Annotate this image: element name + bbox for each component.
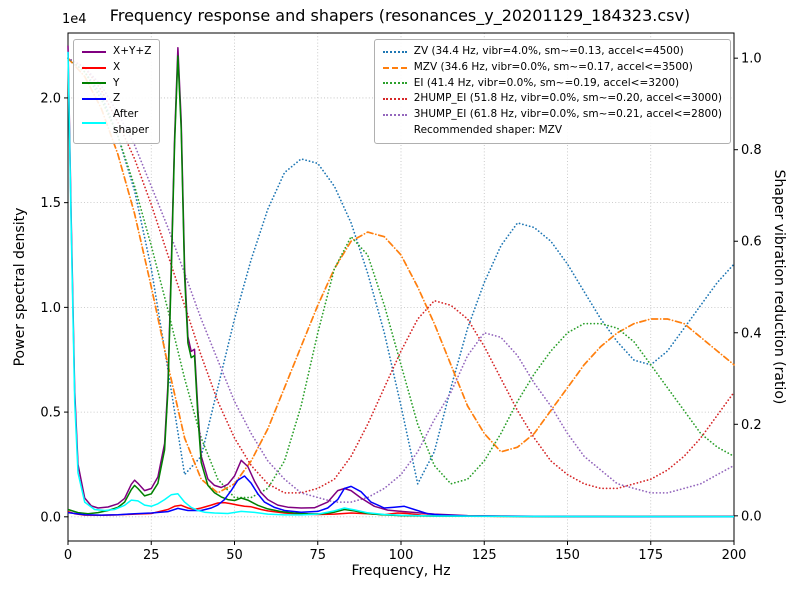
y-left-tick-label: 0.0 <box>40 510 61 525</box>
curve-psd-Z <box>67 475 734 518</box>
line-swatch-icon <box>382 113 407 116</box>
y-right-tick-label: 0.0 <box>741 509 762 524</box>
legend-label: X <box>113 60 121 73</box>
x-tick-label: 200 <box>722 548 747 563</box>
legend-label: Y <box>113 76 120 89</box>
curve-shaper-3HUMP_EI <box>67 57 735 503</box>
line-swatch-icon <box>82 82 106 85</box>
line-swatch-icon <box>82 121 106 124</box>
legend-item: X <box>82 60 151 76</box>
line-swatch-icon <box>82 50 106 53</box>
legend-item: 3HUMP_EI (61.8 Hz, vibr=0.0%, sm~=0.21, … <box>382 107 722 123</box>
y-right-tick-label: 1.0 <box>741 52 762 67</box>
curve-psd-X <box>67 501 734 518</box>
x-tick-label: 50 <box>226 548 243 563</box>
y-right-tick-label: 0.2 <box>741 418 762 433</box>
y-left-tick-label: 1.5 <box>40 196 61 211</box>
curve-shaper-2HUMP_EI <box>67 57 735 494</box>
y-right-tick-label: 0.8 <box>741 143 762 158</box>
legend-item: 2HUMP_EI (51.8 Hz, vibr=0.0%, sm~=0.20, … <box>382 91 722 107</box>
line-swatch-icon <box>382 82 407 85</box>
legend-label: 2HUMP_EI (51.8 Hz, vibr=0.0%, sm~=0.20, … <box>413 92 722 105</box>
x-tick-label: 125 <box>472 548 497 563</box>
y-left-tick-label: 0.5 <box>40 406 61 421</box>
x-tick-label: 75 <box>309 548 326 563</box>
line-swatch-icon <box>382 98 407 101</box>
x-tick-label: 150 <box>555 548 580 563</box>
x-tick-label: 25 <box>143 548 160 563</box>
x-tick-label: 0 <box>64 548 72 563</box>
curve-psd-After-shaper <box>67 51 735 518</box>
frequency-axis-label: Frequency, Hz <box>351 563 451 579</box>
legend-label: 3HUMP_EI (61.8 Hz, vibr=0.0%, sm~=0.21, … <box>413 108 722 120</box>
curve-psd-Y <box>67 55 734 518</box>
curve-psd-X+Y+Z <box>67 45 734 518</box>
legend-item: Y <box>82 76 151 92</box>
line-swatch-icon <box>382 66 407 69</box>
legend-item: Z <box>82 91 151 107</box>
legend-note: Recommended shaper: MZV <box>383 123 722 139</box>
legend-label: MZV (34.6 Hz, vibr=0.0%, sm~=0.17, accel… <box>413 60 693 73</box>
curve-shaper-MZV <box>67 57 735 494</box>
legend-psd: X+Y+Z X Y Z After shaper <box>73 39 161 144</box>
legend-label: EI (41.4 Hz, vibr=0.0%, sm~=0.19, accel<… <box>413 76 680 89</box>
legend-item: X+Y+Z <box>82 44 151 60</box>
y-right-tick-label: 0.6 <box>741 235 762 250</box>
y-left-tick-label: 2.0 <box>40 91 61 106</box>
line-swatch-icon <box>82 98 106 101</box>
line-swatch-icon <box>82 66 106 69</box>
legend-label: Z <box>113 92 121 105</box>
legend-item: ZV (34.4 Hz, vibr=4.0%, sm~=0.13, accel<… <box>382 44 722 60</box>
legend-shapers: ZV (34.4 Hz, vibr=4.0%, sm~=0.13, accel<… <box>373 39 731 144</box>
legend-item: MZV (34.6 Hz, vibr=0.0%, sm~=0.17, accel… <box>382 60 722 76</box>
x-tick-label: 100 <box>389 548 414 563</box>
x-tick-label: 175 <box>638 548 663 563</box>
line-swatch-icon <box>382 50 407 53</box>
legend-label: ZV (34.4 Hz, vibr=4.0%, sm~=0.13, accel<… <box>413 45 684 57</box>
y-right-tick-label: 0.4 <box>741 326 762 341</box>
legend-item: After shaper <box>82 107 151 139</box>
legend-label: After shaper <box>113 108 150 136</box>
curve-shaper-EI <box>67 57 735 499</box>
chart-title: Frequency response and shapers (resonanc… <box>109 6 691 25</box>
recommended-shaper-text: Recommended shaper: MZV <box>413 123 563 136</box>
legend-label: X+Y+Z <box>113 45 152 57</box>
y-axis-offset-label: 1e4 <box>62 12 87 27</box>
legend-item: EI (41.4 Hz, vibr=0.0%, sm~=0.19, accel<… <box>382 76 722 92</box>
y-left-tick-label: 1.0 <box>40 301 61 316</box>
